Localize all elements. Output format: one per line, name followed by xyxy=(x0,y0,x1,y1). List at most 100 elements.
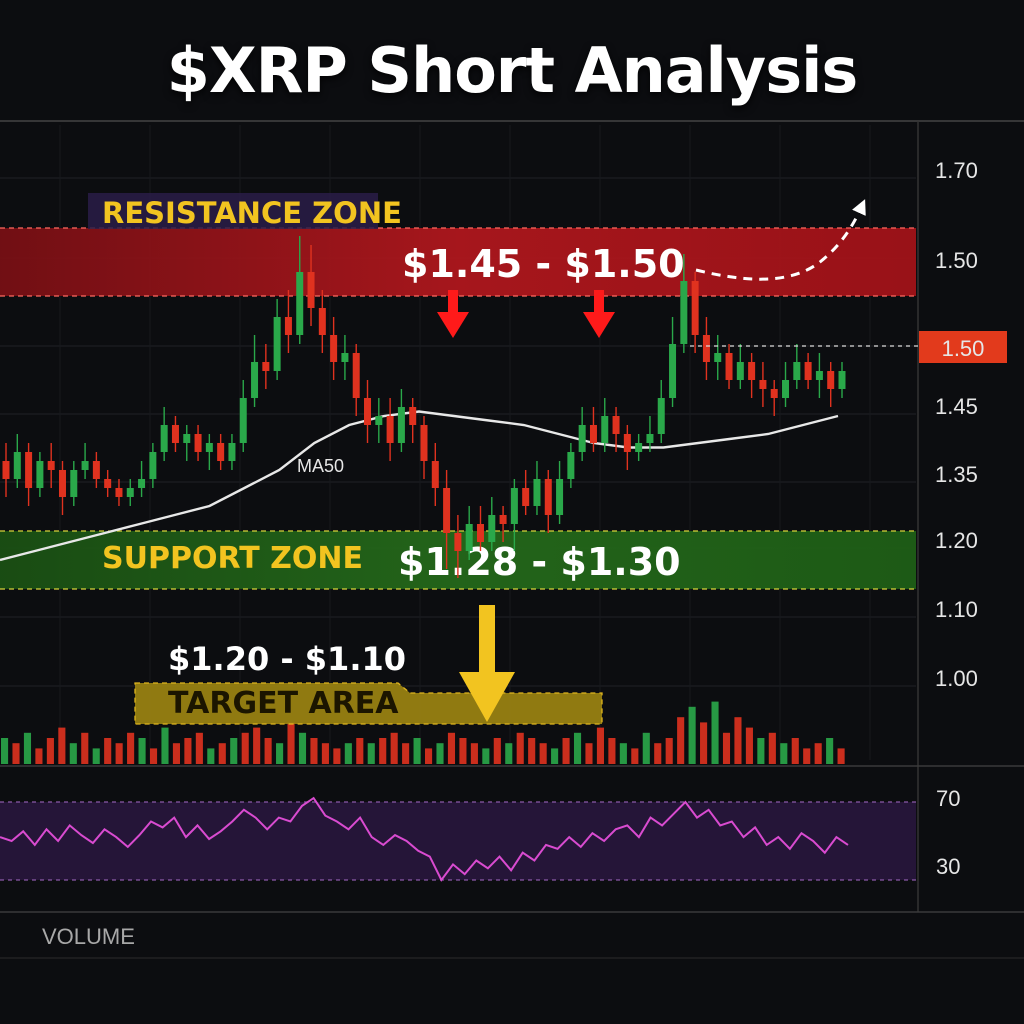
volume-bar xyxy=(195,732,203,764)
volume-bar xyxy=(264,738,272,764)
volume-bar xyxy=(356,738,364,764)
volume-bar xyxy=(92,748,100,764)
candle-body xyxy=(160,425,168,452)
candle-body xyxy=(420,425,428,461)
candle xyxy=(205,434,213,470)
candle-body xyxy=(273,317,281,371)
candle-body xyxy=(657,398,665,434)
volume-bar xyxy=(115,743,123,764)
volume-bar xyxy=(413,738,421,764)
volume-bar xyxy=(700,722,708,764)
candle xyxy=(488,497,496,551)
volume-bar xyxy=(344,743,352,764)
price-tick: 1.45 xyxy=(935,394,978,419)
target-label: TARGET AREA xyxy=(168,686,399,721)
candle-body xyxy=(804,362,812,380)
resistance-label: RESISTANCE ZONE xyxy=(102,196,402,230)
candle xyxy=(217,434,225,470)
volume-bar xyxy=(516,732,524,764)
candle-body xyxy=(318,308,326,335)
candle-body xyxy=(556,479,564,515)
volume-bar xyxy=(711,701,719,764)
candle-body xyxy=(205,443,213,452)
volume-bar xyxy=(241,732,249,764)
volume-bar xyxy=(459,738,467,764)
candle xyxy=(567,443,575,488)
volume-bar xyxy=(539,743,547,764)
candle xyxy=(669,317,677,407)
page-title: $XRP Short Analysis xyxy=(166,34,859,107)
candle xyxy=(251,335,259,407)
candle-body xyxy=(58,470,66,497)
candle xyxy=(171,416,179,452)
candle-body xyxy=(409,407,417,425)
volume-bar xyxy=(35,748,43,764)
volume-bar xyxy=(230,738,238,764)
volume-bar xyxy=(654,743,662,764)
target-arrow-icon xyxy=(459,605,515,722)
rsi-upper-label: 70 xyxy=(936,786,960,811)
volume-bar xyxy=(573,732,582,764)
volume-bar xyxy=(551,748,559,764)
candle-body xyxy=(454,533,462,551)
candle xyxy=(782,362,790,407)
volume-bar xyxy=(631,748,639,764)
candle xyxy=(183,425,191,461)
volume-label: VOLUME xyxy=(42,924,135,949)
volume-bar xyxy=(757,738,765,764)
candle xyxy=(58,461,66,515)
candle-body xyxy=(81,461,89,470)
candle xyxy=(476,506,484,551)
volume-bar xyxy=(58,727,66,764)
volume-bar xyxy=(310,738,318,764)
volume-bar xyxy=(528,738,536,764)
candle xyxy=(431,443,439,506)
candle-body xyxy=(92,461,100,479)
price-tick: 1.70 xyxy=(935,158,978,183)
price-tick: 1.35 xyxy=(935,462,978,487)
candle xyxy=(736,344,744,389)
candle xyxy=(646,416,654,452)
candle xyxy=(92,452,100,488)
candle-body xyxy=(601,416,609,443)
candle-body xyxy=(612,416,620,434)
candle xyxy=(544,470,552,533)
candle-body xyxy=(386,416,394,443)
candle xyxy=(793,344,801,389)
candle-body xyxy=(646,434,654,443)
candle xyxy=(273,299,281,380)
candle-body xyxy=(262,362,270,371)
candle xyxy=(748,353,756,398)
candle-body xyxy=(296,272,304,335)
candle-body xyxy=(669,344,677,398)
candle-body xyxy=(307,272,315,308)
candle-body xyxy=(544,479,552,515)
volume-bar xyxy=(253,727,261,764)
candle-body xyxy=(770,389,778,398)
candle xyxy=(104,470,112,497)
candle xyxy=(838,362,846,398)
volume-bars xyxy=(1,701,845,764)
price-tick: 1.50 xyxy=(935,248,978,273)
candle xyxy=(499,506,507,542)
volume-bar xyxy=(482,748,490,764)
volume-bar xyxy=(172,743,180,764)
volume-bar xyxy=(184,738,192,764)
rsi-lower-label: 30 xyxy=(936,854,960,879)
volume-bar xyxy=(436,743,444,764)
candle-body xyxy=(431,461,439,488)
volume-bar xyxy=(688,706,696,764)
breakout-arrow-icon xyxy=(695,199,866,281)
ma50-line xyxy=(0,410,839,562)
candle xyxy=(601,398,609,452)
candle xyxy=(635,434,643,461)
candle xyxy=(149,443,157,488)
candle-body xyxy=(126,488,134,497)
candle-body xyxy=(228,443,236,461)
candle xyxy=(454,515,462,578)
candle xyxy=(827,362,835,407)
candle xyxy=(262,344,270,389)
volume-bar xyxy=(585,743,593,764)
candle-body xyxy=(725,353,733,380)
price-tick: 1.20 xyxy=(935,528,978,553)
